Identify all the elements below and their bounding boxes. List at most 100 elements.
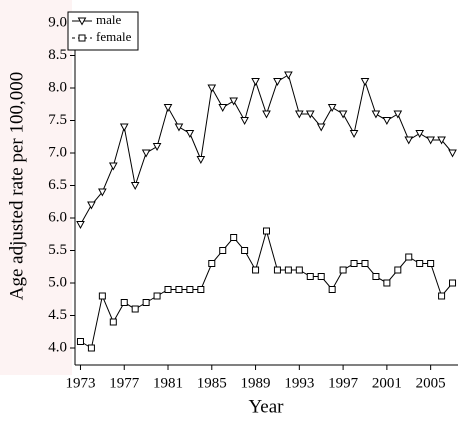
x-tick-label: 1985 <box>197 375 227 391</box>
marker <box>186 286 194 293</box>
marker <box>426 136 435 145</box>
marker <box>240 117 249 126</box>
marker <box>252 266 260 274</box>
series-line <box>80 229 453 349</box>
marker <box>119 123 129 132</box>
marker <box>241 247 249 254</box>
marker <box>163 104 173 113</box>
marker <box>152 143 162 152</box>
marker <box>306 273 314 280</box>
marker <box>263 227 270 235</box>
legend-label: female <box>96 29 132 44</box>
marker <box>284 71 293 80</box>
marker <box>305 110 315 119</box>
marker <box>141 149 151 158</box>
marker <box>415 130 425 139</box>
legend-label: male <box>96 12 121 27</box>
x-tick-label: 1989 <box>241 375 271 391</box>
marker <box>327 104 337 113</box>
marker <box>262 110 271 119</box>
marker <box>360 78 370 87</box>
marker <box>197 286 205 293</box>
marker <box>371 110 381 119</box>
marker <box>338 110 348 119</box>
marker <box>98 292 106 300</box>
marker <box>130 182 140 191</box>
marker <box>372 273 380 280</box>
x-tick-label: 2005 <box>416 375 446 391</box>
x-axis-label: Year <box>248 396 284 417</box>
marker <box>317 273 325 280</box>
y-tick-label: 5.0 <box>48 274 67 290</box>
marker <box>196 156 206 165</box>
marker <box>273 266 281 274</box>
y-tick-label: 6.0 <box>48 209 67 225</box>
y-tick-label: 6.5 <box>48 177 67 193</box>
marker <box>251 78 260 87</box>
marker <box>295 266 303 274</box>
marker <box>350 260 358 267</box>
marker <box>339 266 347 274</box>
marker <box>404 136 414 145</box>
y-tick-label: 5.5 <box>48 242 67 258</box>
marker <box>427 260 435 267</box>
marker <box>448 149 457 158</box>
marker <box>120 299 128 306</box>
marker <box>153 292 161 300</box>
marker <box>76 221 85 230</box>
x-tick-label: 1973 <box>65 375 95 391</box>
marker <box>438 292 446 300</box>
marker <box>382 117 392 126</box>
marker <box>273 78 282 87</box>
y-tick-label: 9.0 <box>48 14 67 30</box>
marker <box>284 266 292 274</box>
marker <box>405 253 413 261</box>
marker <box>208 260 216 267</box>
marker <box>219 247 227 254</box>
marker <box>383 279 391 287</box>
marker <box>185 130 195 139</box>
x-tick-label: 1981 <box>153 375 183 391</box>
y-tick-label: 4.5 <box>48 307 67 323</box>
marker <box>131 305 139 313</box>
marker <box>361 260 369 267</box>
marker <box>87 344 95 352</box>
y-axis-label: Age adjusted rate per 100,000 <box>6 72 27 300</box>
marker <box>230 234 238 241</box>
marker <box>76 338 84 345</box>
marker <box>218 104 228 113</box>
legend-box <box>67 11 139 51</box>
background-strip <box>0 0 72 375</box>
legend: male female <box>67 11 139 51</box>
legend-marker <box>78 34 86 42</box>
marker <box>393 110 403 119</box>
marker <box>174 123 184 132</box>
marker <box>328 286 336 293</box>
marker <box>437 136 446 145</box>
marker <box>316 123 326 132</box>
marker <box>109 318 117 326</box>
x-tick-label: 1993 <box>284 375 314 391</box>
x-tick-label: 1977 <box>109 375 140 391</box>
marker <box>142 299 150 306</box>
marker <box>207 84 217 93</box>
marker <box>349 130 359 139</box>
marker <box>416 260 424 267</box>
marker <box>98 188 107 197</box>
series-line <box>80 74 453 225</box>
y-tick-label: 4.0 <box>48 339 67 355</box>
legend-marker <box>77 17 87 26</box>
y-tick-label: 8.0 <box>48 79 67 95</box>
marker <box>294 110 304 119</box>
y-tick-label: 8.5 <box>48 47 67 63</box>
marker <box>108 162 118 171</box>
marker <box>449 279 457 287</box>
x-tick-label: 1997 <box>328 375 359 391</box>
marker <box>164 286 172 293</box>
marker <box>394 266 402 274</box>
y-tick-label: 7.0 <box>48 144 67 160</box>
x-tick-label: 2001 <box>372 375 402 391</box>
marker <box>229 97 239 106</box>
marker <box>87 201 96 210</box>
